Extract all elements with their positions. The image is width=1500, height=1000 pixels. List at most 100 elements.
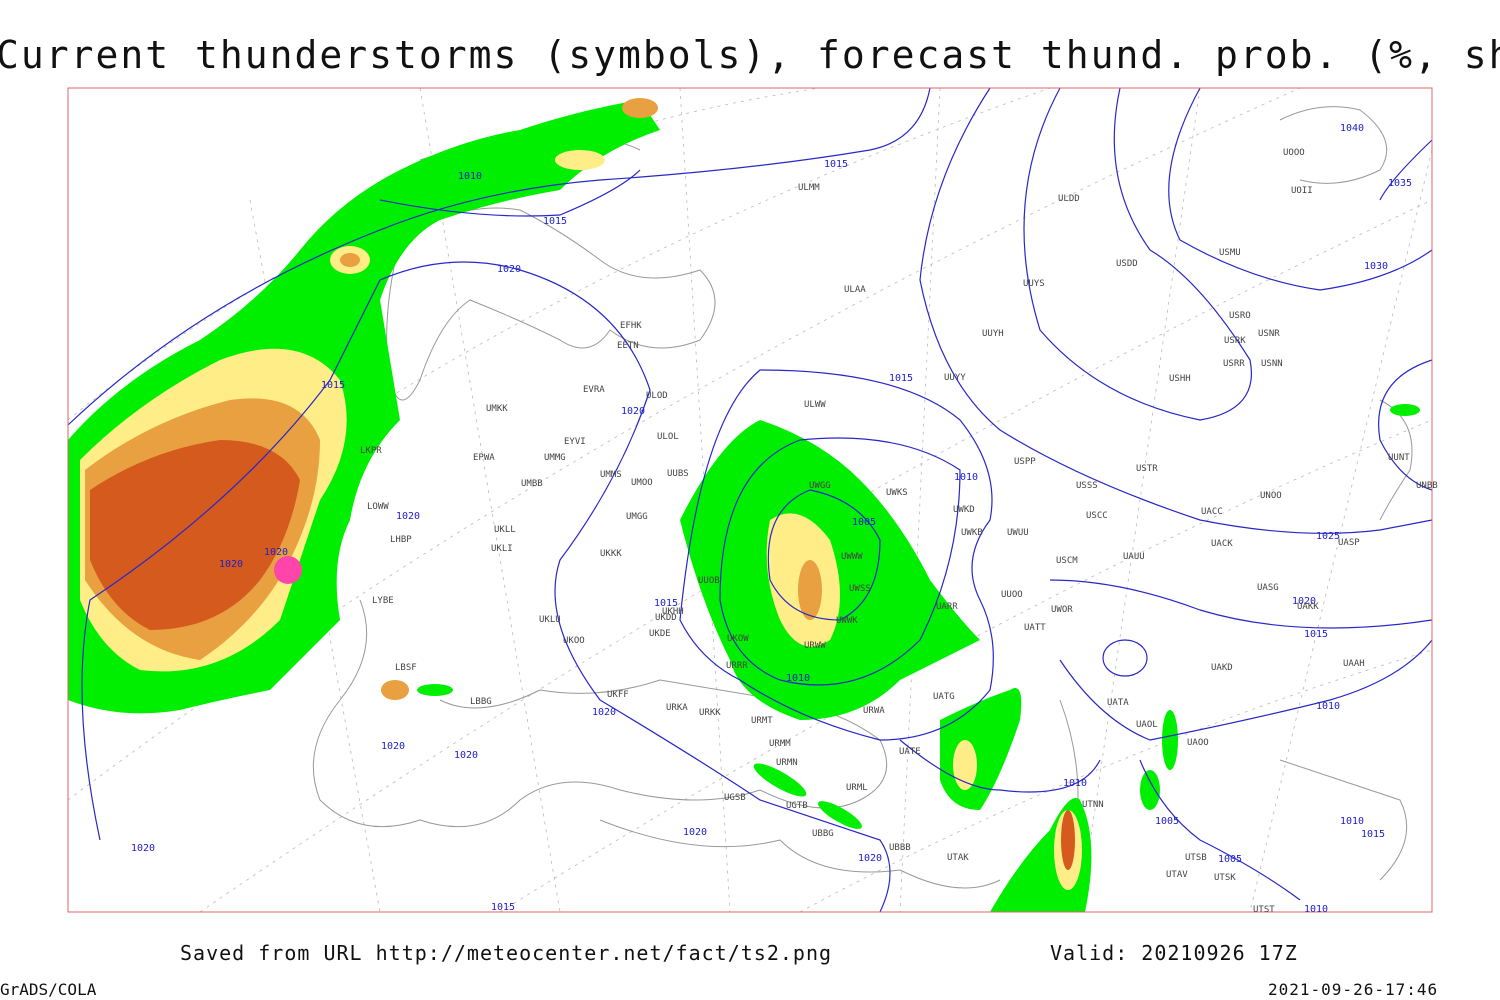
station-label: UKDD xyxy=(655,613,677,623)
station-label: URKA xyxy=(666,703,688,713)
station-label: URWA xyxy=(863,706,885,716)
isobar-label: 1015 xyxy=(1361,829,1385,840)
isobar-label: 1020 xyxy=(381,741,405,752)
isobar-label: 1015 xyxy=(824,159,848,170)
station-label: UWKB xyxy=(961,528,983,538)
isobar-label: 1010 xyxy=(1304,904,1328,915)
station-label: UOOO xyxy=(1283,148,1305,158)
station-label: UAKD xyxy=(1211,663,1233,673)
station-label: UKHH xyxy=(662,607,684,617)
station-label: UKLL xyxy=(494,525,516,535)
isobar-label: 1015 xyxy=(321,380,345,391)
isobar-label: 1015 xyxy=(1304,629,1328,640)
station-label: UUOB xyxy=(698,576,720,586)
station-label: UUYS xyxy=(1023,279,1045,289)
isobar-label: 1005 xyxy=(1218,854,1242,865)
map-frame xyxy=(67,87,1433,913)
station-label: EYVI xyxy=(564,437,586,447)
isobar-label: 1010 xyxy=(1316,701,1340,712)
station-label: UATT xyxy=(1024,623,1046,633)
station-label: UTSB xyxy=(1185,853,1207,863)
isobar-label: 1010 xyxy=(458,171,482,182)
station-label: USNN xyxy=(1261,359,1283,369)
station-label: UMMS xyxy=(600,470,622,480)
station-label: URRR xyxy=(726,661,748,671)
isobar-label: 1020 xyxy=(264,547,288,558)
station-label: USSS xyxy=(1076,481,1098,491)
isobar-label: 1020 xyxy=(858,853,882,864)
station-label: USRK xyxy=(1224,336,1246,346)
isobar-label: 1035 xyxy=(1388,178,1412,189)
valid-time: Valid: 20210926 17Z xyxy=(1050,941,1298,965)
isobar-label: 1020 xyxy=(497,264,521,275)
station-label: UNBB xyxy=(1416,481,1438,491)
map-title: Current thunderstorms (symbols), forecas… xyxy=(0,33,1500,77)
isobar-label: 1020 xyxy=(683,827,707,838)
station-label: USCC xyxy=(1086,511,1108,521)
station-label: UATE xyxy=(899,747,921,757)
isobar-label: 1010 xyxy=(954,472,978,483)
station-label: UWKD xyxy=(953,505,975,515)
station-label: LBBG xyxy=(470,697,492,707)
station-label: UATG xyxy=(933,692,955,702)
isobar-label: 1020 xyxy=(219,559,243,570)
station-label: ULMM xyxy=(798,183,820,193)
isobar-label: 1010 xyxy=(1340,816,1364,827)
station-label: USRO xyxy=(1229,311,1251,321)
station-label: UUBS xyxy=(667,469,689,479)
station-label: URMT xyxy=(751,716,773,726)
station-label: UWWW xyxy=(841,552,863,562)
station-label: UWWK xyxy=(836,616,858,626)
station-label: LHBP xyxy=(390,535,412,545)
station-label: UMKK xyxy=(486,404,508,414)
software: GrADS/COLA xyxy=(0,980,97,999)
station-label: UAKK xyxy=(1297,602,1319,612)
isobar-label: 1015 xyxy=(491,902,515,913)
station-label: USPP xyxy=(1014,457,1036,467)
station-label: UMBB xyxy=(521,479,543,489)
source-url: Saved from URL http://meteocenter.net/fa… xyxy=(180,941,832,965)
station-label: ULDD xyxy=(1058,194,1080,204)
station-label: UUYH xyxy=(982,329,1004,339)
station-label: UKDE xyxy=(649,629,671,639)
isobar-label: 1005 xyxy=(1155,816,1179,827)
isobar-label: 1015 xyxy=(889,373,913,384)
isobar-label: 1020 xyxy=(621,406,645,417)
isobar-label: 1020 xyxy=(592,707,616,718)
station-label: EVRA xyxy=(583,385,605,395)
isobar-label: 1030 xyxy=(1364,261,1388,272)
station-label: URMM xyxy=(769,739,791,749)
station-label: UMOO xyxy=(631,478,653,488)
station-label: UOII xyxy=(1291,186,1313,196)
station-label: UWOR xyxy=(1051,605,1073,615)
station-label: UTAV xyxy=(1166,870,1188,880)
station-label: ULOD xyxy=(646,391,668,401)
station-label: LOWW xyxy=(367,502,389,512)
station-label: LKPR xyxy=(360,446,382,456)
isobar-label: 1020 xyxy=(396,511,420,522)
station-label: ULAA xyxy=(844,285,866,295)
thunderstorm-probability xyxy=(68,98,1420,912)
station-label: UAOO xyxy=(1187,738,1209,748)
station-label: UTAK xyxy=(947,853,969,863)
station-label: UTNN xyxy=(1082,800,1104,810)
station-label: UWUU xyxy=(1007,528,1029,538)
isobar-label: 1015 xyxy=(543,216,567,227)
station-label: UKKK xyxy=(600,549,622,559)
station-label: USRR xyxy=(1223,359,1245,369)
station-label: UKOW xyxy=(727,634,749,644)
station-label: UASG xyxy=(1257,583,1279,593)
station-label: USHH xyxy=(1169,374,1191,384)
station-label: UGSB xyxy=(724,793,746,803)
isobar-label: 1020 xyxy=(454,750,478,761)
station-label: ULWW xyxy=(804,400,826,410)
station-label: USCM xyxy=(1056,556,1078,566)
station-label: ULOL xyxy=(657,432,679,442)
station-label: EPWA xyxy=(473,453,495,463)
station-label: UKLI xyxy=(491,544,513,554)
station-label: UKLU xyxy=(539,615,561,625)
isobars xyxy=(67,87,1433,913)
map-labels: 1010 1015 1015 1020 1015 1020 1020 1020 1020 1015… xyxy=(131,123,1438,915)
isobar-label: 1020 xyxy=(1292,596,1316,607)
